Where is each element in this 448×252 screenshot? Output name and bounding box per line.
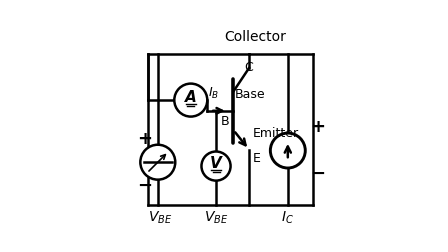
Circle shape — [270, 133, 305, 168]
Text: $V_{BE}$: $V_{BE}$ — [147, 210, 172, 226]
Text: $V_{BE}$: $V_{BE}$ — [204, 210, 228, 226]
Text: Collector: Collector — [224, 30, 286, 44]
Circle shape — [174, 84, 207, 117]
Circle shape — [140, 145, 175, 180]
Text: A: A — [185, 90, 197, 105]
Text: $I_C$: $I_C$ — [281, 210, 294, 226]
Text: C: C — [245, 61, 254, 74]
Circle shape — [202, 151, 231, 181]
Text: V: V — [210, 156, 222, 171]
Text: B: B — [221, 115, 230, 128]
Text: Emitter: Emitter — [253, 127, 299, 140]
Text: −: − — [137, 176, 152, 195]
Text: Base: Base — [234, 88, 265, 101]
Text: E: E — [253, 151, 261, 165]
Text: +: + — [310, 118, 325, 136]
Text: +: + — [137, 130, 152, 148]
Text: $I_B$: $I_B$ — [208, 86, 220, 101]
Text: −: − — [310, 165, 325, 183]
